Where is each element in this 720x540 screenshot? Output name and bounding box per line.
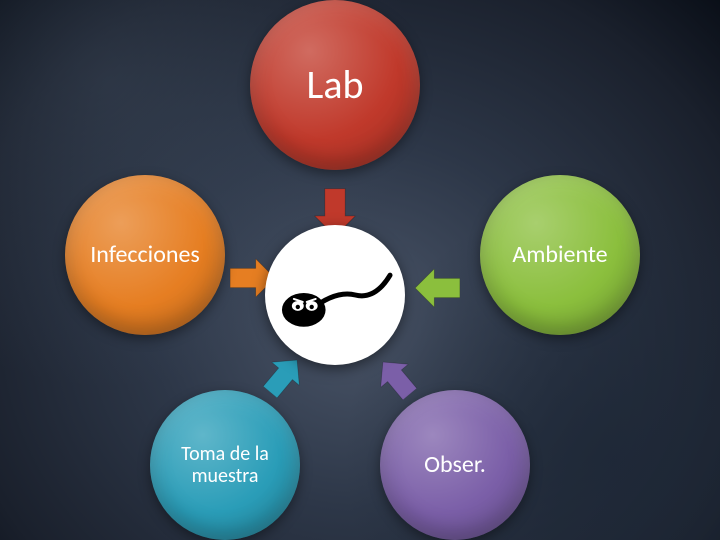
node-infecciones: Infecciones [65, 175, 225, 335]
node-label: Lab [299, 63, 372, 107]
node-obser: Obser. [380, 390, 530, 540]
node-label: Obser. [416, 452, 494, 478]
node-label: Infecciones [82, 242, 208, 268]
node-label: Ambiente [504, 242, 615, 268]
sperm-cartoon-icon [276, 253, 395, 337]
node-lab: Lab [250, 0, 420, 170]
node-toma: Toma de la muestra [150, 390, 300, 540]
center-circle [265, 225, 405, 365]
arrow-ambiente [415, 269, 465, 307]
node-label: Toma de la muestra [150, 443, 300, 487]
node-ambiente: Ambiente [480, 175, 640, 335]
diagram-stage: Lab Infecciones Ambiente Toma de la muestra… [0, 0, 720, 540]
